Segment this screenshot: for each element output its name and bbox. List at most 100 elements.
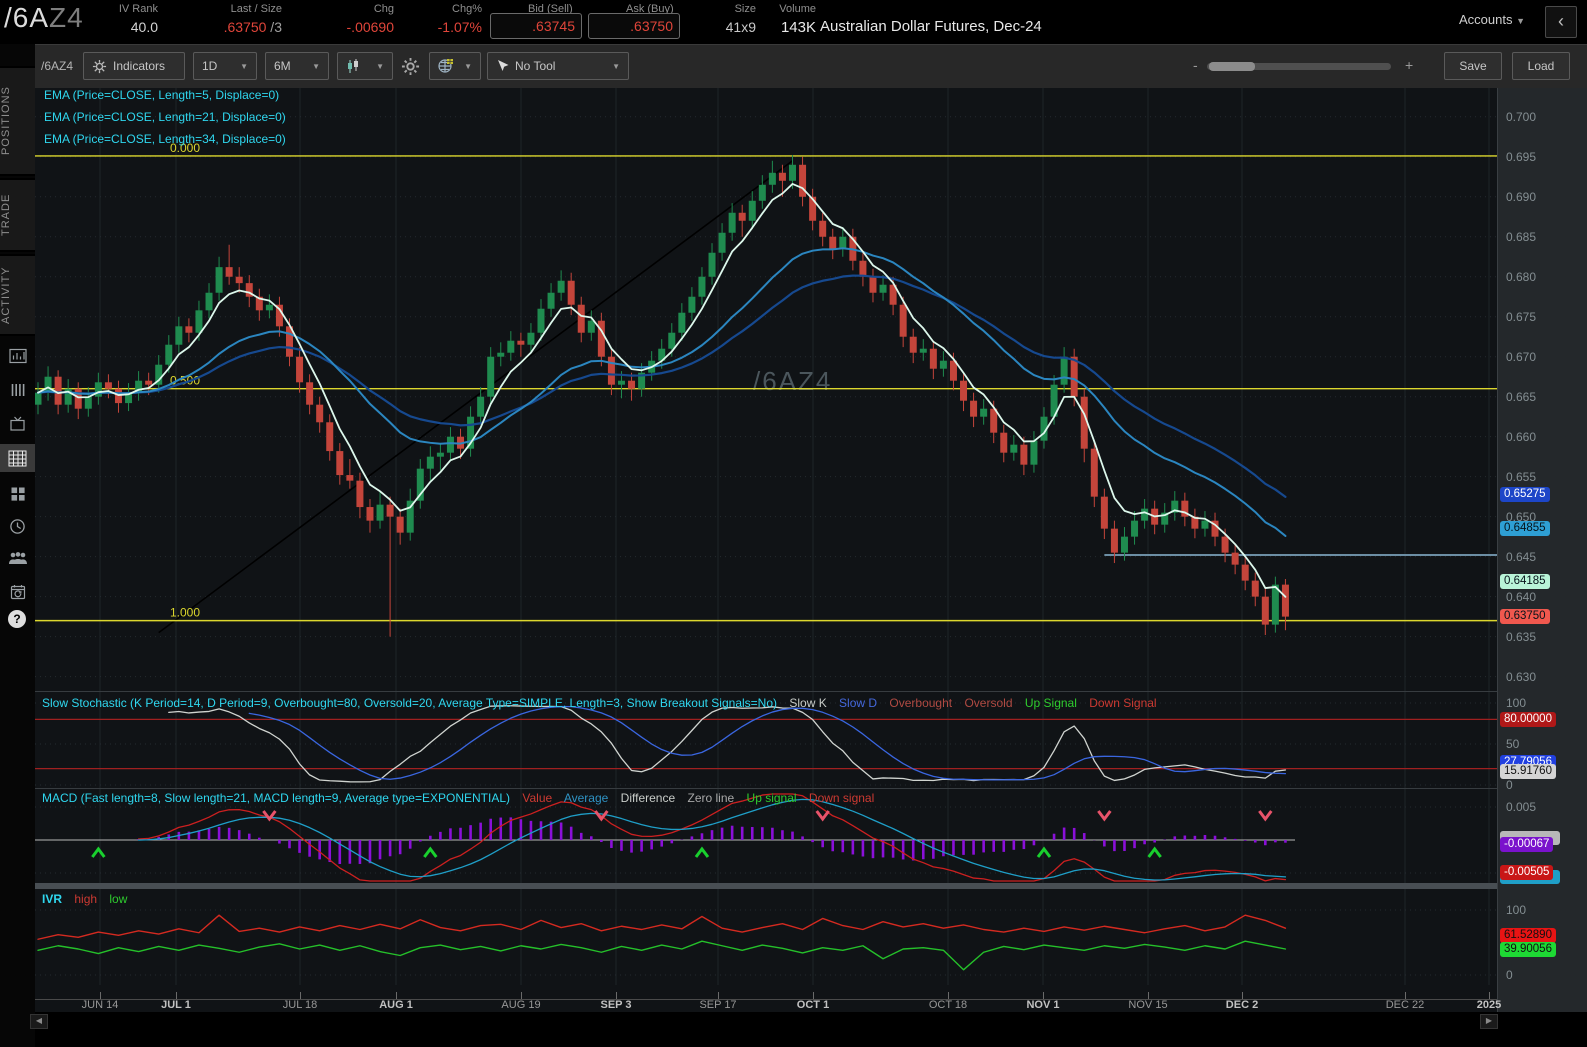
macd-down-signal <box>1258 810 1273 822</box>
panel-divider[interactable] <box>35 691 1497 692</box>
axis-tick-label: 100 <box>1506 696 1527 710</box>
stochastic-title: Slow Stochastic (K Period=14, D Period=9… <box>42 696 777 710</box>
price-axis[interactable]: 0.700 0.695 0.690 0.685 0.680 0.675 0.670 0.665… <box>1497 88 1587 1012</box>
ask-button[interactable]: .63750 <box>588 13 680 39</box>
drawing-tool-dropdown[interactable]: No Tool ▼ <box>487 52 629 80</box>
candle <box>54 376 62 405</box>
axis-tick-mark <box>718 992 719 999</box>
ask-label: Ask (Buy) <box>626 3 674 15</box>
candle <box>155 364 163 385</box>
sidebar-item-tv[interactable] <box>0 410 35 438</box>
stochastic-header[interactable]: Slow Stochastic (K Period=14, D Period=9… <box>42 696 1166 710</box>
ema5-study-label[interactable]: EMA (Price=CLOSE, Length=5, Displace=0) <box>44 88 280 102</box>
stochastic-panel-canvas[interactable] <box>35 692 1497 788</box>
time-axis[interactable]: JUN 14 JUL 1 JUL 18 AUG 1 AUG 19 SEP 3 SEP 17 O… <box>35 985 1501 1012</box>
sidebar-tab-activity[interactable]: ACTIVITY <box>0 254 35 336</box>
candle <box>980 408 988 417</box>
candle <box>789 164 796 181</box>
ivr-panel-canvas[interactable] <box>35 889 1497 985</box>
candle <box>567 280 575 305</box>
candle <box>617 380 625 385</box>
panel-divider[interactable] <box>35 788 1497 789</box>
candle <box>929 348 937 369</box>
ema21-study-label[interactable]: EMA (Price=CLOSE, Length=21, Displace=0) <box>44 110 286 124</box>
sidebar-item-history[interactable] <box>0 512 35 540</box>
candle <box>1211 520 1219 537</box>
collapse-panel-button[interactable]: ‹ <box>1545 6 1577 38</box>
axis-tick-mark <box>813 992 814 999</box>
drawing-tool-value: No Tool <box>515 59 556 73</box>
axis-tick-label: 0 <box>1506 778 1513 792</box>
sidebar-tab-trade[interactable]: TRADE <box>0 178 35 252</box>
grid-layout-dropdown[interactable]: ▼ <box>429 52 481 80</box>
sidebar-item-watchlist[interactable] <box>0 376 35 404</box>
candle <box>557 280 565 293</box>
chart-settings-button[interactable] <box>401 57 420 76</box>
candle <box>949 360 957 381</box>
toolbar-symbol-label: /6AZ4 <box>41 59 74 73</box>
spreadsheet-grid-icon <box>8 450 27 466</box>
axis-tick-label: 0.690 <box>1506 189 1537 204</box>
candle <box>768 172 776 185</box>
scroll-left-button[interactable]: ◀ <box>30 1014 48 1029</box>
scroll-right-button[interactable]: ▶ <box>1480 1014 1498 1029</box>
axis-value-bubble: 0.63750 <box>1500 609 1550 625</box>
sidebar-item-community[interactable] <box>0 544 35 572</box>
panel-resize-handle[interactable] <box>35 883 1497 889</box>
candle <box>1070 356 1078 397</box>
zoom-slider-track[interactable] <box>1207 63 1391 70</box>
ivr-header[interactable]: IVR high low <box>42 892 136 906</box>
macd-up-signal <box>1036 846 1052 858</box>
candle <box>879 284 887 293</box>
load-button[interactable]: Load <box>1512 52 1570 80</box>
axis-tick-label: 0.660 <box>1506 429 1537 444</box>
zoom-in-button[interactable]: + <box>1405 57 1414 73</box>
candle <box>607 356 615 385</box>
candle <box>1221 536 1229 553</box>
sidebar-item-calendar[interactable] <box>0 578 35 606</box>
macd-panel-canvas[interactable] <box>35 789 1497 883</box>
axis-tick-mark <box>1489 992 1490 999</box>
zoom-slider-thumb[interactable] <box>1209 62 1255 71</box>
timeframe-value: 1D <box>202 59 218 73</box>
candle <box>336 451 344 476</box>
volume-value: 143K <box>780 19 816 36</box>
axis-value-bubble: 61.52890 <box>1500 927 1556 943</box>
candle <box>296 356 304 383</box>
sidebar-item-dashboard[interactable] <box>0 480 35 508</box>
date-tick-label: NOV 1 <box>1026 999 1060 1011</box>
save-button[interactable]: Save <box>1444 52 1502 80</box>
sidebar-item-charts-active[interactable] <box>0 444 35 472</box>
candle <box>809 196 817 221</box>
help-button[interactable]: ? <box>8 610 26 628</box>
axis-value-bubble: 0.64185 <box>1500 574 1550 590</box>
ema34-study-label[interactable]: EMA (Price=CLOSE, Length=34, Displace=0) <box>44 132 286 146</box>
timeframe-dropdown[interactable]: 1D ▼ <box>193 52 257 80</box>
indicators-button[interactable]: Indicators <box>83 52 185 80</box>
candle <box>839 236 847 249</box>
clock-icon <box>10 518 25 534</box>
sidebar-tab-positions[interactable]: POSITIONS <box>0 66 35 176</box>
zoom-out-button[interactable]: - <box>1193 57 1198 73</box>
legend-average: Average <box>563 791 609 805</box>
candle <box>467 416 475 449</box>
axis-tick-label: 50 <box>1506 737 1520 751</box>
iv-rank-field: IV Rank 40.0 <box>96 3 158 35</box>
range-dropdown[interactable]: 6M ▼ <box>265 52 329 80</box>
candle <box>638 372 646 389</box>
chart-type-dropdown[interactable]: ▼ <box>337 52 393 80</box>
axis-tick-label: 0.630 <box>1506 669 1537 684</box>
candle <box>74 388 82 409</box>
candle <box>376 504 384 521</box>
bid-button[interactable]: .63745 <box>490 13 582 39</box>
macd-header[interactable]: MACD (Fast length=8, Slow length=21, MAC… <box>42 791 883 805</box>
candle <box>748 200 756 221</box>
candle <box>738 212 746 221</box>
accounts-dropdown[interactable]: Accounts ▼ <box>1458 12 1525 27</box>
chg-label: Chg <box>373 3 394 15</box>
macd-up-signal <box>694 846 710 858</box>
sidebar-item-quote-chart[interactable] <box>0 342 35 370</box>
candle <box>1161 512 1169 525</box>
candle <box>1261 596 1269 625</box>
